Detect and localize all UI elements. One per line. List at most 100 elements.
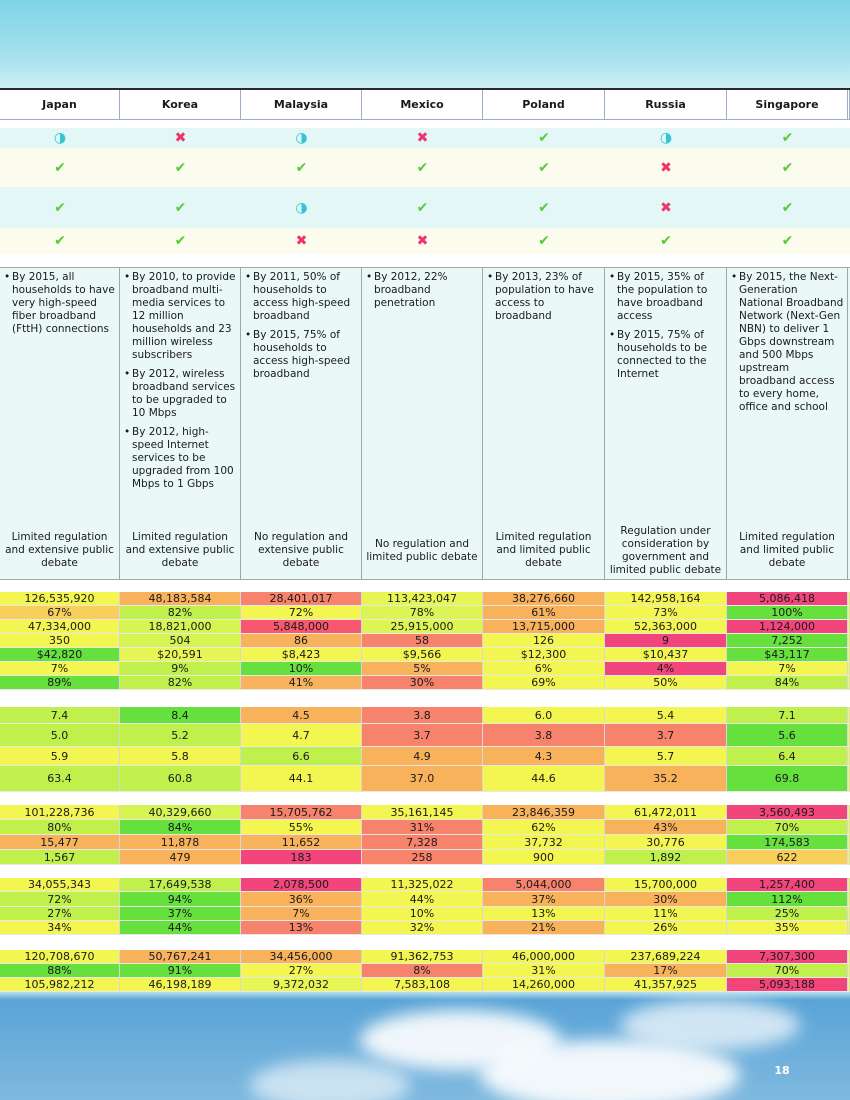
data-cell: 37.0 xyxy=(362,766,483,792)
data-cell: 15,700,000 xyxy=(605,878,727,892)
goal-item: • By 2015, 75% of households to be connec… xyxy=(609,329,723,381)
regulation-cell: Limited regulation and extensive public … xyxy=(120,522,241,580)
data-cell: 9% xyxy=(120,662,241,676)
column-header: Poland xyxy=(483,90,605,120)
data-cell: 3,560,493 xyxy=(727,805,848,820)
data-cell: $43,117 xyxy=(727,648,848,662)
data-cell: 7% xyxy=(727,662,848,676)
data-cell: 1,124,000 xyxy=(727,620,848,634)
data-cell: 31% xyxy=(483,964,605,978)
data-cell: 78% xyxy=(362,606,483,620)
data-cell: 4.9 xyxy=(362,747,483,766)
data-cell: 36% xyxy=(241,892,362,907)
data-cell: 73% xyxy=(605,606,727,620)
data-cell: 50,767,241 xyxy=(120,950,241,964)
goal-text: By 2015, the Next-Generation National Br… xyxy=(739,271,844,413)
column-header: Mexico xyxy=(362,90,483,120)
data-cell: 52,363,000 xyxy=(605,620,727,634)
data-cell: 41,357,925 xyxy=(605,978,727,992)
status-icon: ✔ xyxy=(538,130,550,146)
data-cell: $12,300 xyxy=(483,648,605,662)
status-icon: ✔ xyxy=(781,199,794,216)
data-cell: 58 xyxy=(362,634,483,648)
data-cell: 105,982,212 xyxy=(0,978,120,992)
bullet: • xyxy=(245,329,252,341)
data-cell: 6.6 xyxy=(241,747,362,766)
data-cell: 82% xyxy=(120,676,241,690)
data-cell: $42,820 xyxy=(0,648,120,662)
status-row-bg xyxy=(0,228,850,254)
page-number: 18 xyxy=(774,1064,790,1077)
data-cell: 2,078,500 xyxy=(241,878,362,892)
data-cell: 17,649,538 xyxy=(120,878,241,892)
data-cell: 120,708,670 xyxy=(0,950,120,964)
data-cell: 61,472,011 xyxy=(605,805,727,820)
data-cell: 11,878 xyxy=(120,835,241,850)
goal-item: • By 2012, wireless broadband services to… xyxy=(124,368,237,420)
data-cell: 28,401,017 xyxy=(241,592,362,606)
data-cell: 44% xyxy=(362,892,483,907)
cloud xyxy=(250,1060,410,1100)
data-cell: 126,535,920 xyxy=(0,592,120,606)
data-cell: 6.0 xyxy=(483,707,605,724)
goal-cell: • By 2010, to provide broadband multi-med… xyxy=(120,267,241,522)
column-header: Japan xyxy=(0,90,120,120)
goal-text: By 2012, high-speed Internet services to… xyxy=(132,426,234,490)
data-cell: 35.2 xyxy=(605,766,727,792)
data-cell: 112% xyxy=(727,892,848,907)
data-cell: 101,228,736 xyxy=(0,805,120,820)
status-icon: ◑ xyxy=(659,130,673,146)
data-cell: 504 xyxy=(120,634,241,648)
status-icon: ✔ xyxy=(416,159,429,176)
data-cell: 258 xyxy=(362,850,483,865)
data-cell: 30% xyxy=(605,892,727,907)
status-row-bg xyxy=(0,128,850,148)
goal-item: • By 2015, 75% of households to access hi… xyxy=(245,329,358,381)
goal-text: By 2012, wireless broadband services to … xyxy=(132,368,236,419)
data-cell: 113,423,047 xyxy=(362,592,483,606)
data-cell: 11,652 xyxy=(241,835,362,850)
data-cell: 6.4 xyxy=(727,747,848,766)
data-cell: $8,423 xyxy=(241,648,362,662)
data-cell: 5,093,188 xyxy=(727,978,848,992)
data-cell: 6% xyxy=(483,662,605,676)
status-row-bg xyxy=(0,187,850,228)
data-cell: 44.1 xyxy=(241,766,362,792)
bullet: • xyxy=(4,271,11,283)
data-cell: 67% xyxy=(0,606,120,620)
regulation-cell: Limited regulation and limited public de… xyxy=(727,522,848,580)
data-cell: 11,325,022 xyxy=(362,878,483,892)
status-icon: ◑ xyxy=(295,199,308,216)
data-cell: 7% xyxy=(241,907,362,921)
data-cell: 1,892 xyxy=(605,850,727,865)
goal-text: By 2015, 35% of the population to have b… xyxy=(617,271,708,322)
data-cell: 48,183,584 xyxy=(120,592,241,606)
status-icon: ✖ xyxy=(416,130,429,146)
data-cell: 55% xyxy=(241,820,362,835)
data-cell: 5.6 xyxy=(727,724,848,747)
data-cell: 84% xyxy=(727,676,848,690)
data-cell: 30,776 xyxy=(605,835,727,850)
data-cell: 69.8 xyxy=(727,766,848,792)
data-cell: 5,044,000 xyxy=(483,878,605,892)
data-cell: 4.7 xyxy=(241,724,362,747)
goal-cell: • By 2012, 22% broadband penetration xyxy=(362,267,483,522)
goal-item: • By 2013, 23% of population to have acce… xyxy=(487,271,601,323)
data-cell: 27% xyxy=(241,964,362,978)
status-icon: ✔ xyxy=(174,199,187,216)
goal-text: By 2011, 50% of households to access hig… xyxy=(253,271,351,322)
data-cell: 3.8 xyxy=(483,724,605,747)
data-cell: 5.8 xyxy=(120,747,241,766)
status-icon: ✔ xyxy=(54,159,66,176)
data-cell: 26% xyxy=(605,921,727,935)
data-cell: 10% xyxy=(362,907,483,921)
data-cell: 622 xyxy=(727,850,848,865)
data-cell: 72% xyxy=(0,892,120,907)
data-cell: 10% xyxy=(241,662,362,676)
goal-cell: • By 2015, 35% of the population to have … xyxy=(605,267,727,522)
data-cell: 27% xyxy=(0,907,120,921)
status-icon: ✔ xyxy=(174,159,187,176)
data-cell: 62% xyxy=(483,820,605,835)
data-cell: 4% xyxy=(605,662,727,676)
